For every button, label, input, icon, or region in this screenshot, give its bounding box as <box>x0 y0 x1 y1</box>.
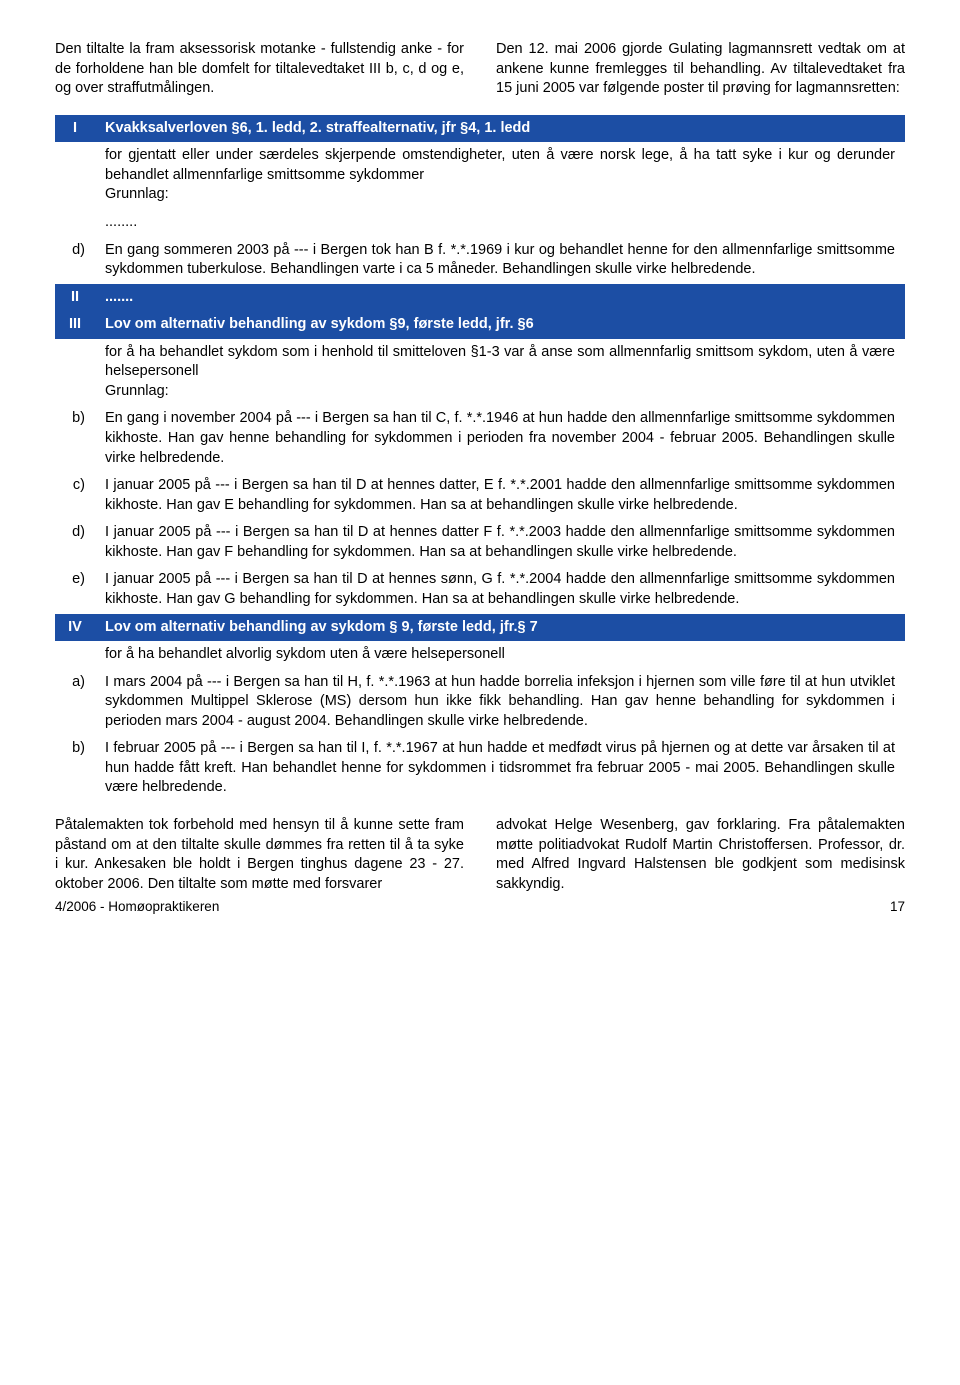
table-row: e)I januar 2005 på --- i Bergen sa han t… <box>55 566 905 613</box>
table-row: c)I januar 2005 på --- i Bergen sa han t… <box>55 472 905 519</box>
legal-table: IKvakksalverloven §6, 1. ledd, 2. straff… <box>55 115 905 802</box>
section-header-row: II....... <box>55 284 905 312</box>
section-header-row: IIILov om alternativ behandling av sykdo… <box>55 311 905 339</box>
row-label: d) <box>55 519 95 566</box>
row-text: Lov om alternativ behandling av sykdom §… <box>95 614 905 642</box>
row-text: En gang i november 2004 på --- i Bergen … <box>95 405 905 472</box>
document-page: Den tiltalte la fram aksessorisk motanke… <box>0 0 960 946</box>
row-text: En gang sommeren 2003 på --- i Bergen to… <box>95 237 905 284</box>
footer-left-text: 4/2006 - Homøopraktikeren <box>55 898 219 916</box>
section-header-row: IKvakksalverloven §6, 1. ledd, 2. straff… <box>55 115 905 143</box>
row-label <box>55 641 95 669</box>
row-label: b) <box>55 405 95 472</box>
row-text: Lov om alternativ behandling av sykdom §… <box>95 311 905 339</box>
table-row: for å ha behandlet sykdom som i henhold … <box>55 339 905 406</box>
outro-left-column: Påtalemakten tok forbehold med hensyn ti… <box>55 816 464 894</box>
outro-columns: Påtalemakten tok forbehold med hensyn ti… <box>55 816 905 894</box>
row-text: for å ha behandlet sykdom som i henhold … <box>95 339 905 406</box>
intro-columns: Den tiltalte la fram aksessorisk motanke… <box>55 40 905 99</box>
outro-right-column: advokat Helge Wesenberg, gav forklaring.… <box>496 816 905 894</box>
row-text: for å ha behandlet alvorlig sykdom uten … <box>95 641 905 669</box>
intro-right-column: Den 12. mai 2006 gjorde Gulating lagmann… <box>496 40 905 99</box>
page-footer: 4/2006 - Homøopraktikeren 17 <box>55 898 905 916</box>
row-text: I januar 2005 på --- i Bergen sa han til… <box>95 472 905 519</box>
row-label: c) <box>55 472 95 519</box>
table-row: for gjentatt eller under særdeles skjerp… <box>55 142 905 209</box>
row-label: b) <box>55 735 95 802</box>
table-row: ........ <box>55 209 905 237</box>
row-label: II <box>55 284 95 312</box>
table-row: b)I februar 2005 på --- i Bergen sa han … <box>55 735 905 802</box>
intro-left-column: Den tiltalte la fram aksessorisk motanke… <box>55 40 464 99</box>
table-row: a)I mars 2004 på --- i Bergen sa han til… <box>55 669 905 736</box>
row-label: I <box>55 115 95 143</box>
row-text: I mars 2004 på --- i Bergen sa han til H… <box>95 669 905 736</box>
row-label: e) <box>55 566 95 613</box>
table-row: for å ha behandlet alvorlig sykdom uten … <box>55 641 905 669</box>
row-text: I januar 2005 på --- i Bergen sa han til… <box>95 566 905 613</box>
row-label: IV <box>55 614 95 642</box>
table-row: d)En gang sommeren 2003 på --- i Bergen … <box>55 237 905 284</box>
row-label: III <box>55 311 95 339</box>
row-label: d) <box>55 237 95 284</box>
row-text: for gjentatt eller under særdeles skjerp… <box>95 142 905 209</box>
table-row: b)En gang i november 2004 på --- i Berge… <box>55 405 905 472</box>
row-label <box>55 339 95 406</box>
row-text: ....... <box>95 284 905 312</box>
footer-page-number: 17 <box>890 898 905 916</box>
row-label: a) <box>55 669 95 736</box>
row-text: ........ <box>95 209 905 237</box>
table-row: d)I januar 2005 på --- i Bergen sa han t… <box>55 519 905 566</box>
row-text: Kvakksalverloven §6, 1. ledd, 2. straffe… <box>95 115 905 143</box>
section-header-row: IVLov om alternativ behandling av sykdom… <box>55 614 905 642</box>
row-text: I februar 2005 på --- i Bergen sa han ti… <box>95 735 905 802</box>
row-text: I januar 2005 på --- i Bergen sa han til… <box>95 519 905 566</box>
row-label <box>55 142 95 209</box>
row-label <box>55 209 95 237</box>
